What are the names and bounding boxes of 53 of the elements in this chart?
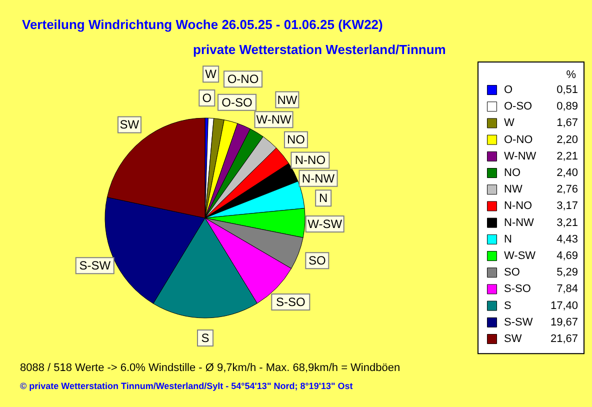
slice-label: W: [205, 67, 218, 82]
legend-label: N-NO: [504, 200, 533, 212]
data-label: 4,43: [556, 233, 578, 246]
data-label: 21,67: [550, 333, 578, 345]
chart-subtitle: private Wetterstation Westerland/Tinnum: [193, 42, 446, 57]
legend-label: O-NO: [504, 134, 534, 146]
data-label: 3,17: [556, 200, 578, 212]
legend-label: N: [504, 233, 512, 246]
legend-label: W-SW: [504, 250, 536, 262]
legend-label: SO: [504, 266, 520, 279]
data-label: 1,67: [556, 117, 578, 130]
slice-label: S-SW: [79, 258, 112, 273]
data-label: 2,21: [556, 150, 578, 162]
legend-label: NO: [504, 167, 521, 179]
legend-title: %: [566, 69, 576, 81]
data-label: 2,40: [556, 167, 578, 179]
legend-label: W-NW: [504, 150, 537, 162]
slice-label: O-SO: [222, 95, 252, 110]
legend-label: N-NW: [504, 216, 535, 229]
slice-label: W-NW: [256, 112, 292, 127]
slice-label: N-NW: [302, 171, 336, 186]
category-label: NO: [286, 132, 305, 147]
legend-label: SW: [504, 333, 522, 345]
text: 8088 / 518 Werte -> 6.0% Windstille - Ø 9,7km/h - Max. 68,9km/h = Windböen: [20, 362, 400, 374]
chart-title: Verteilung Windrichtung Woche 26.05.25 - 01.06.25 (KW22): [22, 17, 383, 32]
data-label: 17,40: [550, 300, 578, 312]
legend-label: O-SO: [504, 100, 533, 113]
data-label: 4,69: [556, 250, 578, 262]
legend-label: NW: [504, 184, 523, 196]
slice-label: O-NO: [227, 72, 259, 86]
slice-label: SO: [308, 254, 326, 268]
legend-label: S-SO: [504, 283, 532, 296]
slice-label: NW: [277, 92, 298, 107]
legend-label: O: [504, 84, 513, 96]
slice-label: S: [201, 331, 210, 345]
legend-label: S: [504, 300, 512, 312]
slice-label: S-SO: [276, 295, 306, 310]
slice-label: W-SW: [308, 216, 343, 231]
data-label: 3,21: [556, 216, 578, 229]
data-label: 19,67: [550, 316, 578, 328]
data-label: 5,29: [556, 266, 578, 279]
data-label: 2,20: [556, 134, 578, 146]
data-label: 2,76: [556, 184, 578, 196]
slice-label: N: [319, 191, 328, 206]
data-label: 7,84: [556, 283, 578, 296]
legend-label: S-SW: [504, 316, 534, 328]
slice-label: SW: [120, 118, 140, 132]
slice-label: N-NO: [294, 153, 326, 168]
legend-label: W: [504, 117, 515, 130]
slice-label: O: [202, 91, 212, 106]
data-label: 0,89: [556, 100, 578, 113]
text: © private Wetterstation Tinnum/Westerland/Sylt - 54°54'13" Nord; 8°19'13" Ost: [20, 381, 353, 391]
data-label: 0,51: [556, 84, 578, 96]
